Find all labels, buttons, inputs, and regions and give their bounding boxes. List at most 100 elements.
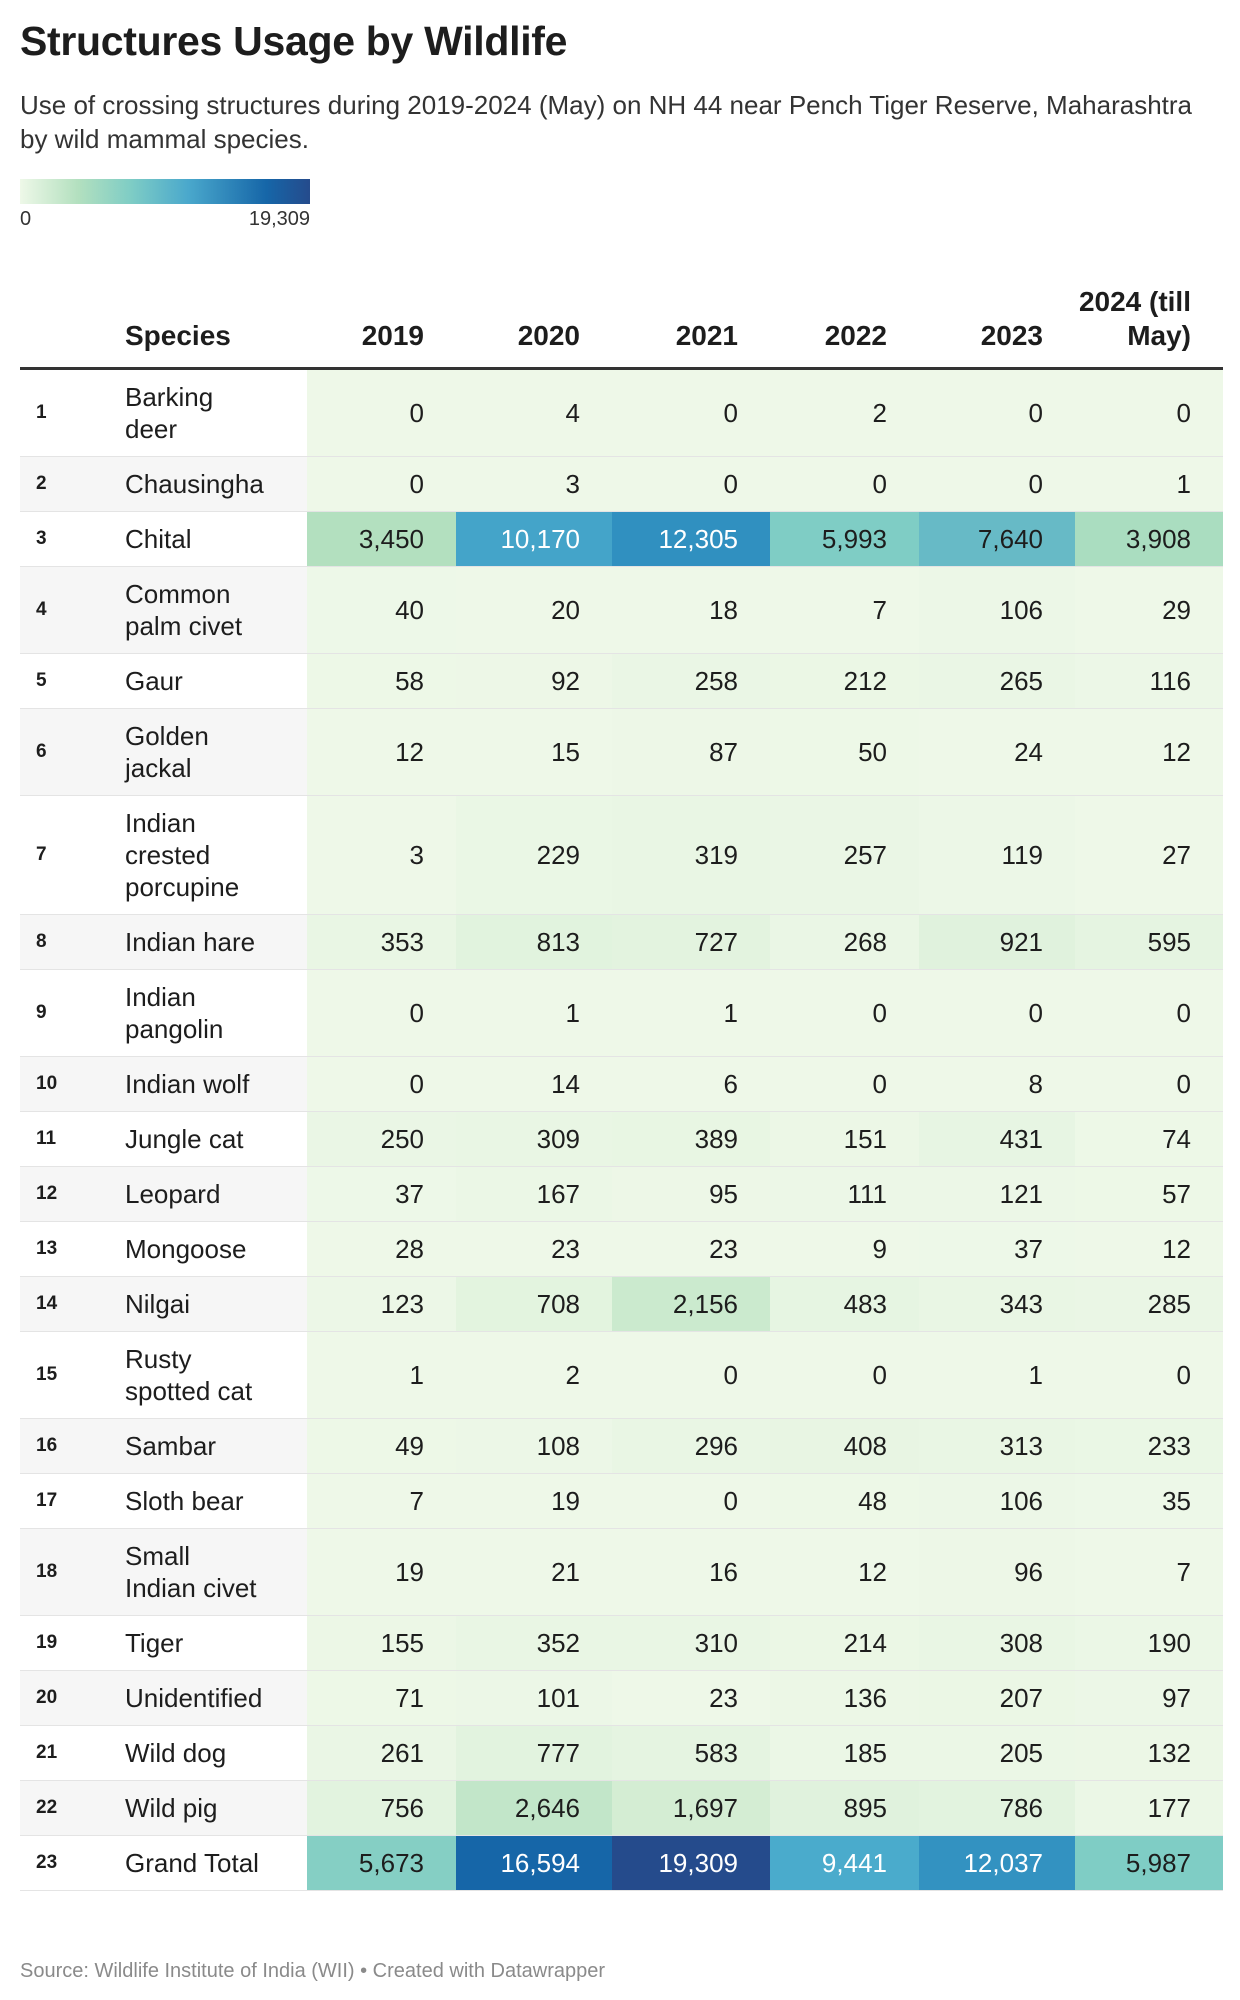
heatmap-cell: 813 (456, 914, 612, 970)
legend-max-label: 19,309 (248, 208, 310, 230)
heatmap-cell: 101 (456, 1670, 612, 1726)
heatmap-cell: 727 (612, 914, 770, 970)
row-number: 23 (20, 1835, 125, 1891)
heatmap-cell: 12 (307, 708, 456, 796)
heatmap-cell: 14 (456, 1056, 612, 1112)
heatmap-cell: 5,993 (770, 511, 919, 567)
heatmap-cell: 185 (770, 1725, 919, 1781)
species-name: Sambar (125, 1418, 307, 1474)
species-name: Leopard (125, 1166, 307, 1222)
heatmap-cell: 0 (770, 969, 919, 1057)
heatmap-cell: 5,673 (307, 1835, 456, 1891)
heatmap-cell: 583 (612, 1725, 770, 1781)
heatmap-cell: 23 (612, 1670, 770, 1726)
heatmap-cell: 16,594 (456, 1835, 612, 1891)
heatmap-cell: 4 (456, 368, 612, 457)
table-row: 7 Indian crested porcupine 3 229 319 257 119 27 (20, 795, 1223, 915)
heatmap-cell: 50 (770, 708, 919, 796)
heatmap-cell: 19,309 (612, 1835, 770, 1891)
row-number: 6 (20, 708, 125, 796)
heatmap-cell: 0 (612, 368, 770, 457)
heatmap-cell: 19 (456, 1473, 612, 1529)
heatmap-cell: 23 (456, 1221, 612, 1277)
table-row: 10 Indian wolf 0 14 6 0 8 0 (20, 1056, 1223, 1112)
heatmap-cell: 6 (612, 1056, 770, 1112)
heatmap-table: Species 2019 2020 2021 2022 2023 2024 (till Ma… (20, 285, 1223, 1891)
row-number: 11 (20, 1111, 125, 1167)
heatmap-cell: 352 (456, 1615, 612, 1671)
table-row: 17 Sloth bear 7 19 0 48 106 35 (20, 1473, 1223, 1529)
heatmap-cell: 250 (307, 1111, 456, 1167)
heatmap-cell: 0 (307, 1056, 456, 1112)
table-row: 1 Barking deer 0 4 0 2 0 0 (20, 368, 1223, 457)
row-number: 5 (20, 653, 125, 709)
heatmap-cell: 1 (919, 1331, 1075, 1419)
heatmap-cell: 106 (919, 1473, 1075, 1529)
heatmap-cell: 7 (770, 566, 919, 654)
heatmap-cell: 123 (307, 1276, 456, 1332)
table-row: 14 Nilgai 123 708 2,156 483 343 285 (20, 1276, 1223, 1332)
heatmap-cell: 74 (1075, 1111, 1223, 1167)
heatmap-cell: 97 (1075, 1670, 1223, 1726)
row-number: 1 (20, 368, 125, 457)
header-year: 2021 (612, 285, 770, 370)
heatmap-cell: 116 (1075, 653, 1223, 709)
heatmap-cell: 18 (612, 566, 770, 654)
heatmap-cell: 136 (770, 1670, 919, 1726)
heatmap-cell: 24 (919, 708, 1075, 796)
species-name: Barking deer (125, 368, 307, 457)
heatmap-cell: 12 (1075, 708, 1223, 796)
heatmap-cell: 111 (770, 1166, 919, 1222)
species-name: Tiger (125, 1615, 307, 1671)
heatmap-cell: 92 (456, 653, 612, 709)
species-name: Small Indian civet (125, 1528, 307, 1616)
table-row: 23 Grand Total 5,673 16,594 19,309 9,441 12,03… (20, 1835, 1223, 1891)
table-row: 5 Gaur 58 92 258 212 265 116 (20, 653, 1223, 709)
heatmap-cell: 0 (919, 456, 1075, 512)
species-name: Wild pig (125, 1780, 307, 1836)
heatmap-cell: 2 (770, 368, 919, 457)
heatmap-cell: 12 (1075, 1221, 1223, 1277)
species-name: Rusty spotted cat (125, 1331, 307, 1419)
heatmap-cell: 0 (612, 456, 770, 512)
heatmap-cell: 595 (1075, 914, 1223, 970)
heatmap-cell: 233 (1075, 1418, 1223, 1474)
header-number (20, 285, 125, 370)
row-number: 12 (20, 1166, 125, 1222)
heatmap-cell: 308 (919, 1615, 1075, 1671)
table-row: 9 Indian pangolin 0 1 1 0 0 0 (20, 969, 1223, 1057)
heatmap-cell: 132 (1075, 1725, 1223, 1781)
table-row: 12 Leopard 37 167 95 111 121 57 (20, 1166, 1223, 1222)
heatmap-cell: 58 (307, 653, 456, 709)
heatmap-cell: 5,987 (1075, 1835, 1223, 1891)
chart-subtitle: Use of crossing structures during 2019-2… (20, 90, 1193, 154)
heatmap-cell: 212 (770, 653, 919, 709)
species-name: Gaur (125, 653, 307, 709)
heatmap-cell: 8 (919, 1056, 1075, 1112)
row-number: 22 (20, 1780, 125, 1836)
heatmap-cell: 10,170 (456, 511, 612, 567)
heatmap-cell: 20 (456, 566, 612, 654)
row-number: 10 (20, 1056, 125, 1112)
row-number: 17 (20, 1473, 125, 1529)
heatmap-cell: 265 (919, 653, 1075, 709)
heatmap-cell: 0 (1075, 1056, 1223, 1112)
heatmap-cell: 12,305 (612, 511, 770, 567)
row-number: 8 (20, 914, 125, 970)
species-name: Indian wolf (125, 1056, 307, 1112)
heatmap-cell: 12 (770, 1528, 919, 1616)
species-name: Unidentified (125, 1670, 307, 1726)
heatmap-cell: 2 (456, 1331, 612, 1419)
heatmap-cell: 2,646 (456, 1780, 612, 1836)
heatmap-cell: 119 (919, 795, 1075, 915)
heatmap-cell: 3,908 (1075, 511, 1223, 567)
heatmap-cell: 96 (919, 1528, 1075, 1616)
heatmap-cell: 0 (770, 1331, 919, 1419)
heatmap-cell: 0 (919, 969, 1075, 1057)
row-number: 4 (20, 566, 125, 654)
heatmap-cell: 257 (770, 795, 919, 915)
heatmap-cell: 0 (1075, 969, 1223, 1057)
heatmap-cell: 268 (770, 914, 919, 970)
heatmap-cell: 258 (612, 653, 770, 709)
heatmap-cell: 48 (770, 1473, 919, 1529)
